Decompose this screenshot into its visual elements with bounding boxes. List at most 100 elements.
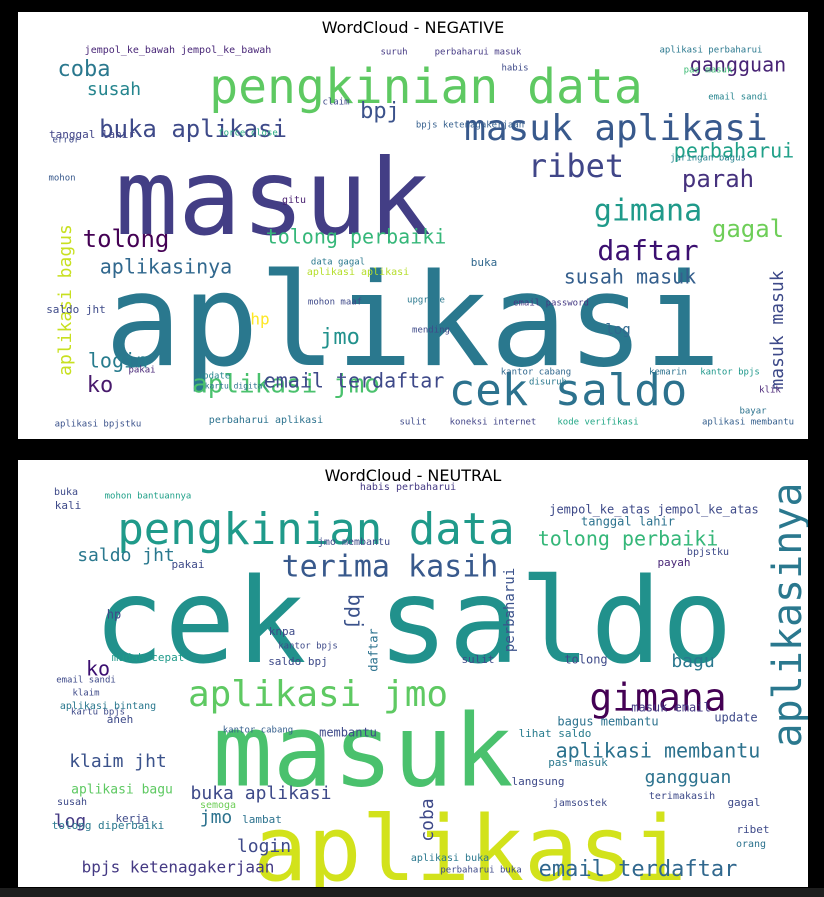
cloud-word: aplikasi membantu: [702, 418, 794, 428]
cloud-word: email password: [513, 299, 589, 309]
cloud-word: bpj: [360, 99, 400, 124]
cloud-word: email sandi: [56, 676, 116, 686]
cloud-word: susah: [57, 797, 87, 808]
cloud-word: log: [54, 811, 87, 832]
cloud-word: bayar: [739, 407, 767, 417]
cloud-word: jmo membantu: [318, 537, 390, 548]
cloud-word: gangguan: [690, 53, 786, 77]
cloud-word: membantu: [319, 726, 377, 740]
panel-title: WordCloud - NEUTRAL: [324, 466, 502, 485]
cloud-word: orang: [736, 839, 766, 850]
cloud-word: payah: [657, 556, 690, 569]
cloud-word: mohon maaf: [308, 298, 362, 308]
cloud-word: susah masuk: [564, 265, 696, 289]
cloud-word: aplikasi aplikasi: [307, 267, 409, 278]
cloud-word: knpa: [269, 625, 296, 638]
bottom-strip: [0, 888, 824, 897]
cloud-word: jmo: [320, 325, 360, 350]
cloud-word: jempol_ke_atas jempol_ke_atas: [549, 503, 759, 517]
cloud-word: error: [52, 136, 80, 146]
cloud-word: kantor cabang: [223, 726, 293, 736]
cloud-word: sulit: [461, 653, 494, 666]
cloud-word: perbaharui buka: [440, 866, 521, 876]
cloud-word: mudah cepat: [112, 651, 185, 664]
cloud-word: aplikasi: [253, 797, 686, 887]
cloud-word: masuk masuk: [767, 270, 788, 389]
cloud-word: koneksi internet: [450, 418, 537, 428]
cloud-word: parah: [682, 165, 754, 193]
cloud-word: tolong perbaiki: [266, 225, 447, 249]
cloud-word: lambat: [242, 813, 282, 826]
cloud-word: gagal: [727, 796, 760, 809]
cloud-word: buka aplikasi: [99, 115, 287, 143]
cloud-word: suruh: [380, 48, 407, 58]
cloud-word: aplikasinya: [765, 483, 808, 748]
cloud-word: login: [237, 836, 291, 857]
cloud-word: buka aplikasi: [191, 783, 332, 804]
cloud-word: klik: [759, 386, 781, 396]
cloud-word: kantor bpjs: [700, 368, 760, 378]
cloud-word: klaim jht: [69, 751, 167, 772]
cloud-word: tolong: [83, 225, 170, 253]
cloud-word: tolong perbaiki: [538, 527, 719, 551]
cloud-word: tolong diperbaiki: [52, 819, 165, 832]
cloud-word: kartu digital: [205, 382, 268, 391]
cloud-word: gagal: [712, 215, 784, 243]
cloud-word: ribet: [528, 147, 624, 185]
cloud-word: update: [714, 711, 757, 725]
cloud-word: upgrade: [407, 296, 445, 306]
cloud-word: masuk: [212, 692, 513, 809]
cloud-word: cek saldo: [449, 365, 687, 416]
cloud-word: kerja: [115, 812, 148, 825]
cloud-word: bagus membantu: [557, 715, 658, 729]
cloud-word: coba: [58, 57, 111, 82]
cloud-word: habis perbaharui: [360, 482, 456, 493]
cloud-word: kantor cabang: [501, 368, 571, 378]
cloud-word: bagu: [671, 651, 714, 672]
cloud-word: gangguan: [645, 767, 732, 788]
cloud-word: klaim: [72, 689, 99, 699]
cloud-word: jaringan bagus: [670, 154, 746, 164]
wordcloud-panel-neutral: WordCloud - NEUTRAL cek saldo masuk aplika…: [18, 460, 808, 887]
cloud-word: email terdaftar: [539, 857, 738, 882]
cloud-word: gitu: [282, 195, 306, 206]
cloud-word: kartu bpjs: [71, 708, 125, 718]
cloud-word: kemarin: [649, 368, 687, 378]
cloud-word: email terdaftar: [264, 369, 445, 393]
cloud-word: perbaharui masuk: [435, 48, 522, 58]
wordcloud-panel-negative: WordCloud - NEGATIVE aplikasi masuk pengki…: [18, 12, 808, 439]
cloud-word: sulit: [399, 418, 426, 428]
cloud-word: tanggal lahir: [581, 515, 675, 529]
cloud-word: terima kasih: [282, 550, 499, 585]
cloud-word: cek saldo: [93, 552, 732, 690]
cloud-word: susah: [87, 79, 141, 100]
cloud-word: pakai: [128, 366, 155, 376]
cloud-word: force close: [218, 129, 278, 139]
cloud-word: aplikasi membantu: [556, 739, 761, 763]
cloud-word: bpjstku: [687, 547, 729, 558]
cloud-word: daftar: [597, 234, 698, 267]
cloud-word: tolong: [564, 653, 607, 667]
cloud-word: mohon: [48, 174, 75, 184]
cloud-word: buka: [54, 487, 78, 498]
cloud-word: disuruh: [529, 378, 567, 388]
cloud-word: mending: [412, 326, 450, 336]
cloud-word: log: [605, 322, 630, 338]
cloud-word: kali: [55, 499, 82, 512]
cloud-word: perbaharui: [502, 568, 518, 652]
cloud-word: pakai: [171, 558, 204, 571]
cloud-word: gimana: [594, 194, 702, 229]
cloud-word: jempol_ke_bawah jempol_ke_bawah: [85, 45, 272, 56]
cloud-word: daftar: [367, 628, 381, 671]
cloud-word: saldo bpj: [268, 655, 328, 668]
cloud-word: buka: [471, 256, 498, 269]
cloud-word: aplikasi bagus: [55, 224, 76, 376]
cloud-word: bpjs ketenagakerjaan: [82, 858, 275, 877]
cloud-word: kantor bpjs: [278, 642, 338, 652]
cloud-word: masuk email: [631, 701, 710, 715]
panel-title: WordCloud - NEGATIVE: [321, 18, 505, 37]
cloud-word: jamsostek: [553, 798, 607, 809]
cloud-word: update: [198, 372, 231, 382]
